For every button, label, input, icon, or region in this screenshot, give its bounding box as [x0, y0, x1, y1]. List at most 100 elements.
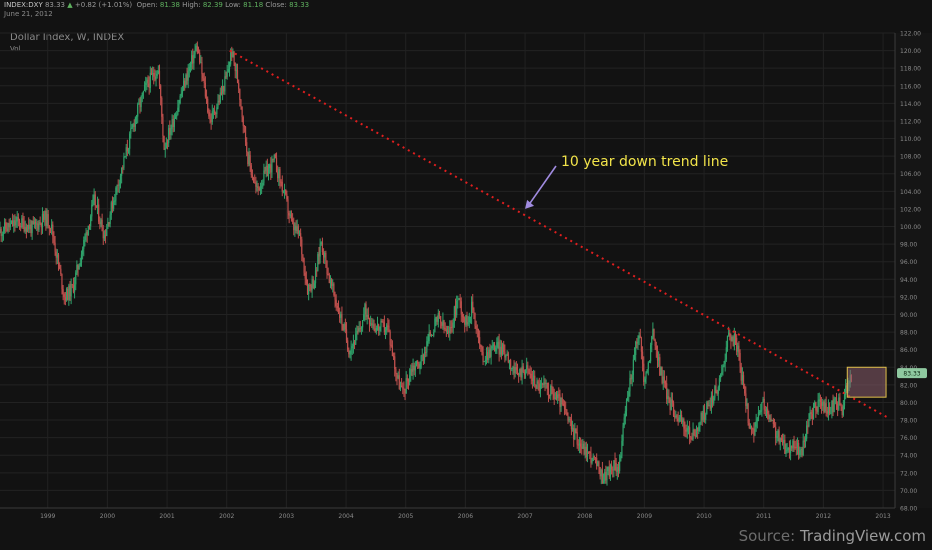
candle-body: [729, 332, 731, 337]
candle-body: [8, 223, 10, 228]
candle-body: [519, 369, 521, 376]
candle-body: [501, 344, 504, 355]
price-tick-label: 102.00: [900, 206, 921, 213]
candle-body: [677, 418, 679, 422]
candle-body: [429, 332, 431, 337]
candle-body: [593, 456, 595, 458]
candle-body: [490, 348, 492, 357]
candle-body: [763, 398, 765, 410]
candle-body: [372, 324, 374, 326]
candle-body: [426, 341, 428, 353]
price-tick-label: 98.00: [900, 242, 917, 249]
candle-body: [824, 403, 826, 413]
candle-body: [37, 223, 39, 230]
candle-body: [484, 359, 486, 362]
candle-body: [69, 285, 71, 297]
candle-body: [364, 304, 366, 315]
candle-body: [394, 356, 396, 369]
candle-body: [29, 224, 31, 230]
candle-body: [65, 288, 68, 301]
high-value: 82.39: [202, 1, 223, 9]
candle-body: [75, 272, 77, 285]
candle-body: [544, 382, 546, 384]
candle-body: [310, 285, 312, 291]
candle-body: [524, 369, 527, 375]
candle-body: [156, 73, 158, 76]
candle-body: [252, 177, 255, 183]
price-tick-label: 100.00: [900, 224, 921, 231]
candle-body: [585, 446, 587, 458]
candle-body: [788, 447, 791, 454]
time-tick-label: 2010: [696, 513, 711, 520]
candle-body: [348, 350, 350, 355]
candle-body: [464, 317, 466, 325]
candle-body: [610, 465, 613, 470]
candle-body: [82, 248, 84, 255]
candle-body: [300, 233, 302, 240]
candle-body: [316, 270, 318, 272]
symbol-header: INDEX:DXY 83.33 ▲ +0.82 (+1.01%) Open: 8…: [4, 1, 309, 9]
candle-body: [250, 165, 252, 175]
candle-body: [789, 445, 792, 454]
candle-body: [552, 387, 554, 394]
candle-body: [531, 378, 534, 381]
candle-body: [822, 401, 824, 406]
candle-body: [209, 116, 211, 120]
candle-body: [680, 414, 683, 423]
candle-body: [98, 204, 100, 222]
candle-body: [349, 353, 351, 355]
candle-body: [800, 448, 802, 451]
candle-body: [786, 450, 788, 452]
candle-body: [255, 182, 257, 187]
candle-body: [765, 408, 768, 411]
candle-body: [187, 70, 189, 81]
candle-body: [318, 254, 320, 257]
candle-body: [402, 387, 404, 389]
candle-body: [427, 341, 429, 343]
candle-body: [532, 375, 535, 381]
candle-body: [305, 278, 307, 284]
candle-body: [95, 205, 97, 207]
candle-body: [566, 409, 568, 416]
candle-body: [59, 264, 61, 269]
candle-body: [771, 419, 773, 421]
candle-body: [6, 228, 8, 231]
time-tick-label: 2003: [279, 513, 294, 520]
candle-body: [545, 383, 547, 385]
candle-body: [539, 383, 542, 391]
candle-body: [841, 406, 843, 416]
candle-body: [617, 467, 620, 471]
candle-body: [778, 430, 780, 443]
candle-body: [93, 194, 95, 200]
candle-body: [283, 189, 286, 192]
candle-body: [285, 189, 287, 195]
candle-body: [632, 359, 634, 376]
candle-body: [830, 413, 832, 415]
candle-body: [715, 386, 717, 392]
candle-body: [554, 397, 556, 399]
candle-body: [513, 366, 515, 374]
candle-body: [591, 461, 593, 463]
candle-body: [218, 100, 220, 103]
candle-body: [489, 349, 491, 357]
candle-body: [52, 224, 54, 237]
candle-body: [287, 199, 289, 213]
candle-body: [437, 313, 439, 322]
candle-body: [479, 337, 481, 345]
candle-body: [692, 429, 694, 440]
candle-body: [772, 419, 774, 424]
candle-body: [569, 419, 571, 421]
candle-body: [597, 461, 599, 467]
candle-body: [637, 338, 639, 344]
candle-body: [686, 428, 688, 432]
candle-body: [499, 346, 501, 355]
candle-body: [443, 320, 445, 329]
candle-body: [26, 225, 29, 232]
candle-body: [515, 366, 517, 370]
candle-body: [173, 118, 176, 128]
candle-body: [430, 334, 433, 337]
candle-body: [210, 119, 212, 123]
time-tick-label: 2002: [219, 513, 234, 520]
last-price-badge: [897, 368, 927, 379]
